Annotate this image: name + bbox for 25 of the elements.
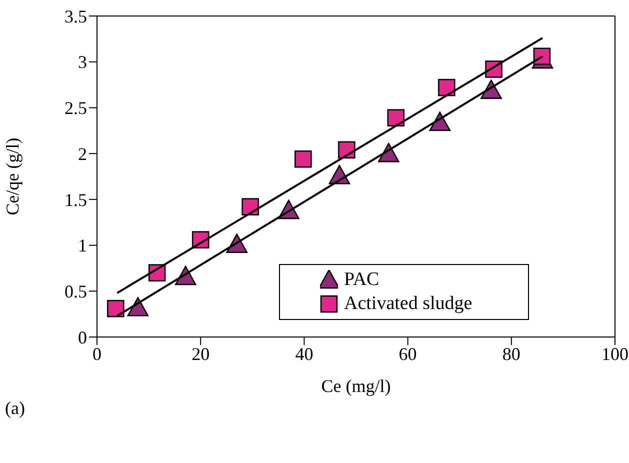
y-tick-label: 0.5 [64,282,87,302]
y-tick-label: 0 [78,327,87,348]
point [127,297,149,316]
x-tick-label: 20 [192,344,210,364]
x-tick-label: 40 [295,344,314,364]
point [294,150,312,168]
y-tick-label: 1 [78,236,87,256]
legend-label: Activated sludge [344,292,472,316]
x-tick-label: 0 [92,344,102,364]
y-tick-label: 3.5 [64,6,87,26]
x-tick-label: 100 [602,344,628,364]
point [107,300,124,318]
y-axis-title: Ce/qe (g/l) [2,138,22,216]
y-tick-label: 1.5 [64,190,87,210]
point [438,78,456,96]
x-axis-title: Ce (mg/l) [321,376,391,396]
point [533,48,551,66]
x-tick-label: 80 [502,344,520,364]
point [387,109,405,126]
y-tick-label: 3 [78,52,87,72]
text: (a) [5,398,25,419]
y-tick-label: 2.5 [64,98,87,118]
y-tick-label: 2 [78,144,87,164]
x-tick-label: 60 [398,344,417,364]
legend-label: PAC [344,268,380,292]
